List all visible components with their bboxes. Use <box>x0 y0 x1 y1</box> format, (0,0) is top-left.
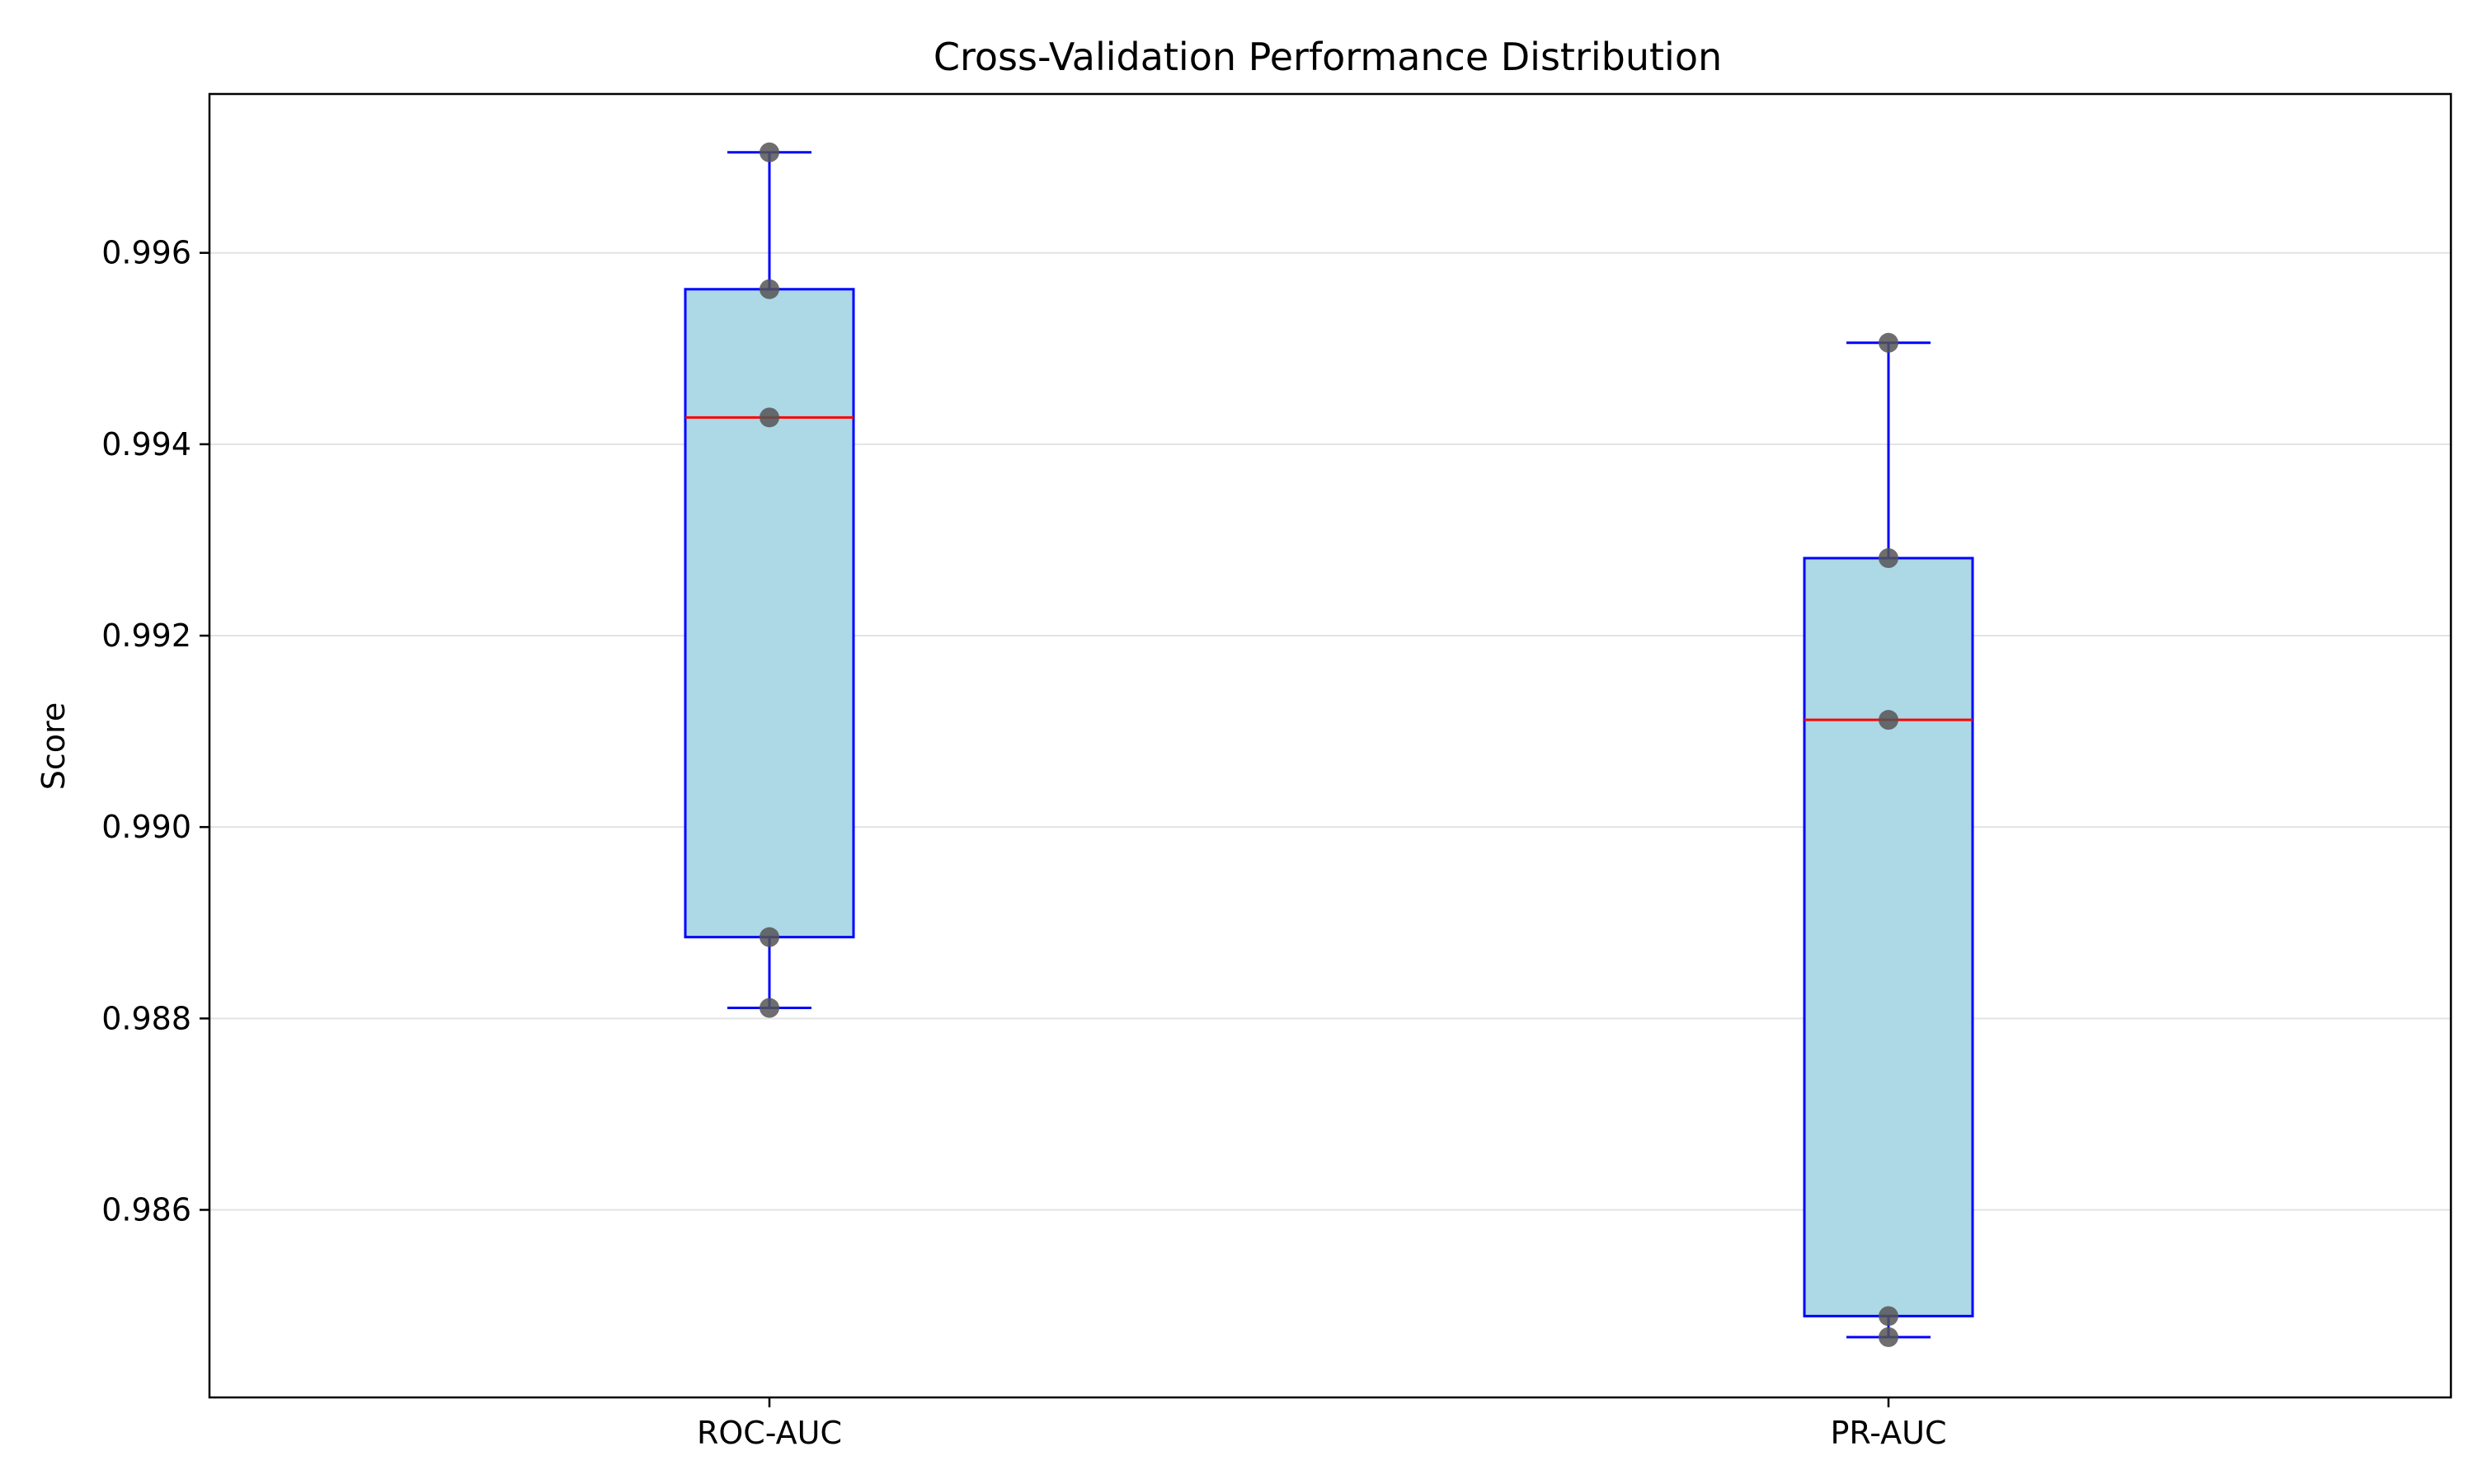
y-tick-label: 0.992 <box>101 618 191 654</box>
plot-frame <box>208 92 2453 1399</box>
box-layer <box>684 142 1974 1347</box>
y-tick-label: 0.994 <box>101 426 191 463</box>
y-tick-label: 0.996 <box>101 235 191 271</box>
y-tick-label: 0.986 <box>101 1191 191 1228</box>
data-point <box>760 407 779 428</box>
data-point <box>1879 710 1898 730</box>
iqr-box <box>684 288 855 939</box>
x-tick-label: ROC-AUC <box>697 1415 842 1451</box>
box-pr-auc <box>1803 332 1974 1347</box>
data-point <box>760 927 779 947</box>
box-roc-auc <box>684 142 855 1018</box>
data-point <box>760 279 779 299</box>
x-tick-label: PR-AUC <box>1831 1415 1947 1451</box>
chart-title: Cross-Validation Performance Distributio… <box>934 35 1722 79</box>
y-axis-label: Score <box>35 702 72 790</box>
data-point <box>760 142 779 162</box>
data-point <box>1879 1306 1898 1327</box>
y-axis-ticks: 0.986 0.988 0.990 0.992 0.994 0.996 <box>101 235 209 1228</box>
data-point <box>760 998 779 1018</box>
data-point <box>1879 1327 1898 1347</box>
data-point <box>1879 547 1898 568</box>
x-axis-ticks: ROC-AUC PR-AUC <box>697 1397 1947 1451</box>
y-tick-label: 0.988 <box>101 1000 191 1036</box>
data-point <box>1879 332 1898 353</box>
grid-layer <box>209 251 2451 1211</box>
y-tick-label: 0.990 <box>101 809 191 845</box>
iqr-box <box>1803 556 1974 1317</box>
